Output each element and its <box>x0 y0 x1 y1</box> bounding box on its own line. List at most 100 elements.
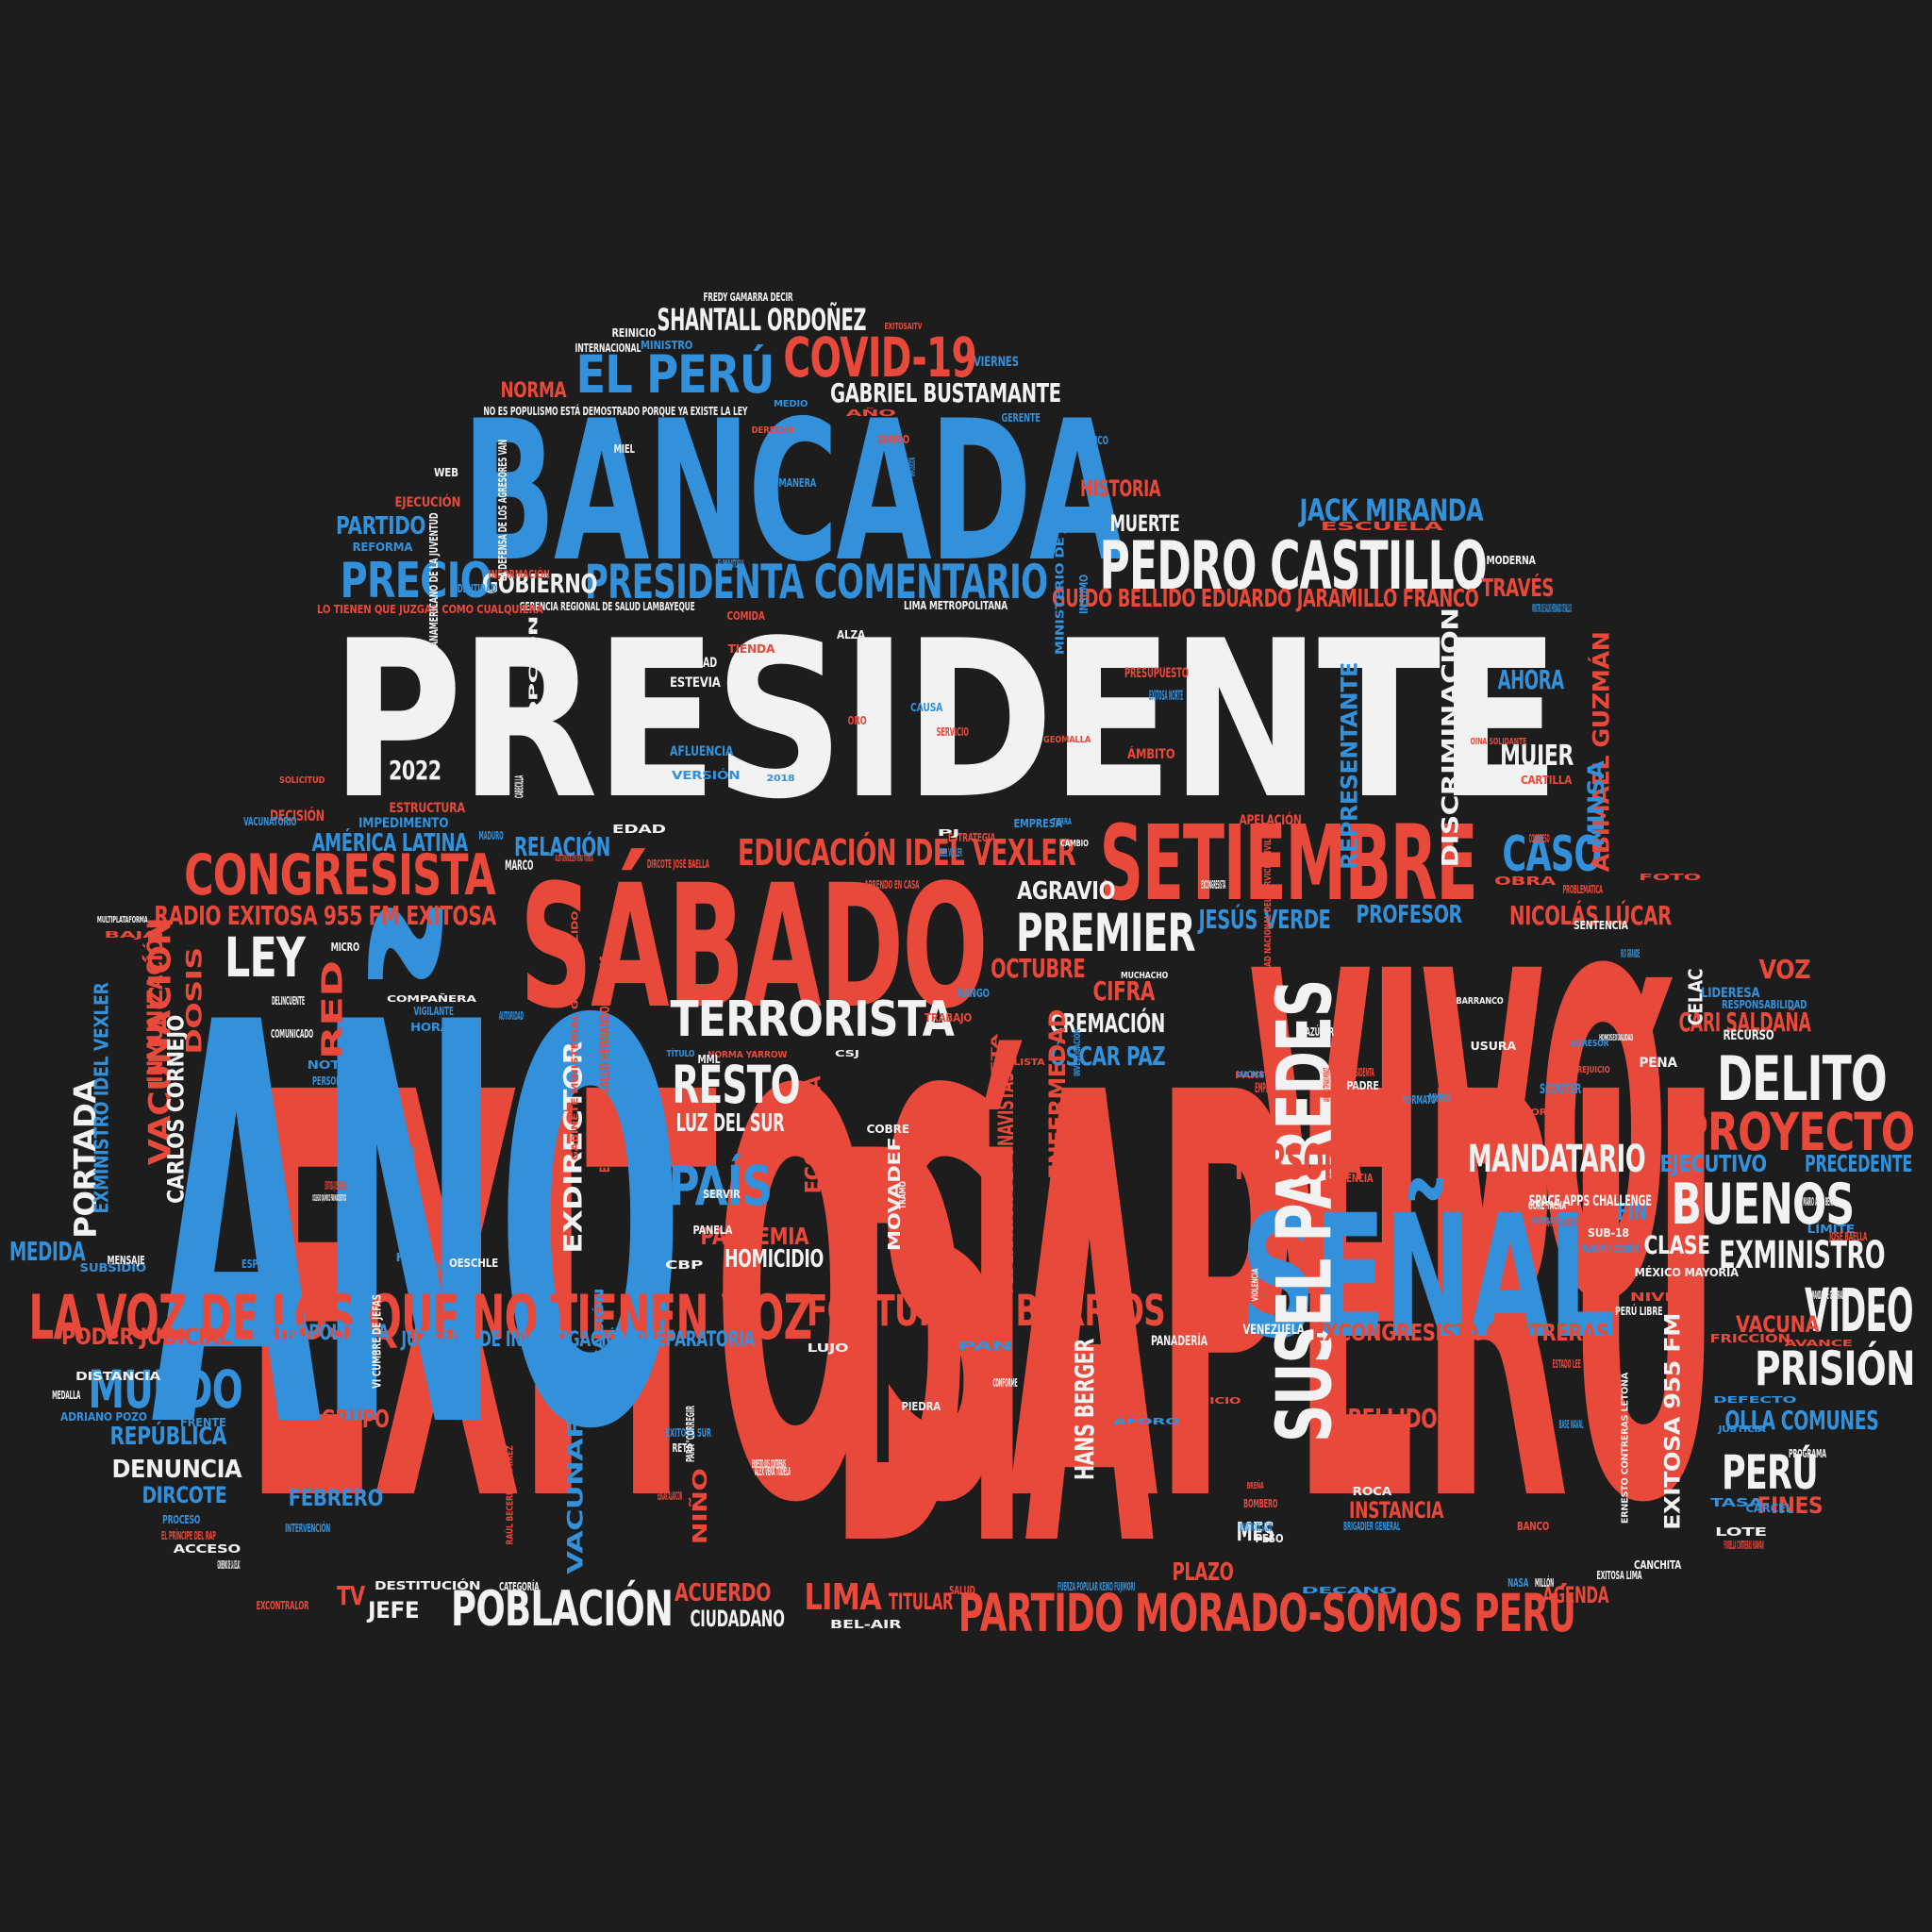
word: VICEPRESIDENTA <box>1336 1066 1374 1079</box>
word: HAITÍ <box>394 1251 434 1264</box>
word: SALUD <box>948 1584 975 1597</box>
word: ARNALDO TIPIANI MUÑOZ <box>1322 1068 1333 1102</box>
word: ENFERMEDAD <box>1043 1009 1071 1179</box>
word: INMUNIZACIÓN <box>144 922 169 1084</box>
word: LEY <box>225 925 306 990</box>
word: TASA <box>1710 1496 1763 1509</box>
word: BASE NAVAL <box>1557 1418 1583 1431</box>
word: INTERNACIONAL <box>574 341 641 355</box>
word: PERSONA <box>1234 1135 1361 1191</box>
word: ACCESO <box>173 1542 241 1556</box>
word: PRESUPUESTO <box>1124 666 1189 681</box>
word: INFORMACIÓN <box>488 568 550 581</box>
word: DELITO <box>1716 1044 1888 1115</box>
word: SPACE APPS CHALLENGE <box>1528 1191 1652 1209</box>
word: MANERA <box>777 476 816 490</box>
word: RELACIÓN <box>514 831 610 862</box>
word: VI CUMBRE DE LA COMUNIDAD DE ESTADOS LAT… <box>407 1147 418 1196</box>
word: TRAMO <box>897 1181 908 1209</box>
word: CANCHITA <box>1633 1558 1682 1572</box>
word: RANGO <box>957 987 990 1000</box>
word: RIO GRANDE <box>1621 947 1641 960</box>
word: AAHH PACÍFICO DE VILLA <box>1544 1216 1581 1229</box>
word: INTERVENCIÓN <box>285 1522 331 1535</box>
word: MINISTRO <box>641 339 693 352</box>
word: POBLACIÓN <box>451 1581 674 1638</box>
word: MUNDO <box>88 1359 242 1420</box>
word: VENEZUELA <box>1242 1323 1304 1338</box>
word: EXITOSA SUR <box>665 1426 711 1440</box>
word: IMPEDIMENTO <box>358 816 449 831</box>
word: CARI SALDAÑA <box>1677 1007 1810 1038</box>
word: INVESTIGACIÓN <box>1072 1029 1083 1076</box>
word: EXITOSA JOSÉ BAELLA <box>324 1179 347 1192</box>
word: IDEL VEXLER <box>939 846 962 859</box>
word: TÍTULO <box>665 1049 694 1059</box>
word: DENUNCIA <box>111 1456 242 1484</box>
word: FOTO <box>1639 873 1701 883</box>
word: EXCONGRESISTA CONTRERAS <box>1311 1319 1609 1346</box>
word: GORE TACNA <box>1527 1199 1566 1212</box>
word: FUERZA POPULAR KEIKO FUJIMORI <box>1058 1580 1136 1593</box>
word: TV <box>336 1580 365 1611</box>
word: EJECUTIVO <box>1658 1150 1767 1177</box>
word: PAÍS <box>667 1154 773 1218</box>
word: MÉXICO MAYORÍA <box>1633 1266 1739 1279</box>
word: CÁRCEL <box>1745 1502 1792 1515</box>
word: MEDIDA <box>9 1236 86 1267</box>
word: GERENTE <box>1001 411 1041 425</box>
word: MARIO ABDO BENÍTEZ <box>1802 1195 1839 1208</box>
word: PARTIDO <box>336 512 426 541</box>
word: LA VOZ DE LOS QUE NO TIENEN VOZ <box>27 1283 812 1354</box>
word: ACUERDO <box>675 1579 772 1607</box>
word: LUCHA <box>1235 1070 1264 1080</box>
word: MEDALLA <box>52 1389 81 1402</box>
word: CAUSA <box>910 701 943 714</box>
word: APRENDO EN CASA <box>863 878 919 891</box>
word: SÁBADO <box>519 849 988 1046</box>
word: EXITOSAITV <box>883 322 922 332</box>
word: MUERTE <box>1108 510 1180 537</box>
word: EDUCACIÓN IDEL VEXLER <box>737 832 1076 874</box>
word: REFORMA <box>351 541 412 554</box>
word: MILLÓN <box>1535 1576 1555 1590</box>
word: BREÑA <box>1246 1481 1264 1491</box>
word: OPCIÓN <box>526 615 541 723</box>
word: PRECIO <box>339 553 491 609</box>
word: XXXI FESTIVAL PANAMERICANO DE LA JUVENTU… <box>426 512 441 716</box>
word: BUENOS <box>1670 1172 1855 1238</box>
word: DÍA <box>830 1041 1154 1666</box>
word: LÍMITE <box>1806 1223 1855 1236</box>
word: ESTRUCTURA <box>389 801 465 816</box>
word: DIRCOTE JOSÉ BAELLA <box>646 858 709 871</box>
word: TRAVÉS <box>1480 575 1554 603</box>
word: TRIBUNAL DE LA AUTORIDAD NACIONAL DEL SE… <box>1262 839 1274 1065</box>
word: CASO <box>1501 826 1602 883</box>
word: DIRCOTE <box>141 1482 226 1508</box>
word: SETIEMBRE <box>1098 803 1477 924</box>
word: CENTROS <box>403 1261 447 1274</box>
word: VACUNATORIO <box>243 815 297 828</box>
word: INSTANCIA <box>1349 1497 1444 1524</box>
word: NO ES POPULISMO ESTÁ DEMOSTRADO PORQUE Y… <box>482 405 747 418</box>
word: ESTADO LEE <box>1552 1357 1581 1371</box>
word: MINSA <box>1583 760 1610 847</box>
word: INSUMO <box>1076 575 1091 614</box>
word: AGRESOR <box>1571 1039 1609 1049</box>
word: DECANO <box>1301 1586 1397 1596</box>
word: AFORO <box>1112 1417 1180 1427</box>
word: AMÉRICA LATINA <box>311 829 468 858</box>
word: COMIDA <box>726 609 765 623</box>
word: OLLA COMUNES <box>1724 1405 1878 1436</box>
word: SERVIR <box>702 1188 741 1201</box>
word: AÑO <box>150 908 684 1550</box>
word: MINISTERIO DE JUSTICIA <box>1053 465 1067 656</box>
word: EL PERÚ <box>575 344 774 405</box>
word: CATEGORÍA <box>499 1580 540 1593</box>
word: PROGRAMA <box>1788 1447 1826 1460</box>
word: AGRAVIO <box>1016 877 1116 906</box>
word: ROCA <box>1352 1485 1391 1498</box>
word: NASA <box>1507 1576 1529 1590</box>
word: DELINCUENTE <box>271 994 305 1008</box>
word: MICRO <box>330 941 359 954</box>
